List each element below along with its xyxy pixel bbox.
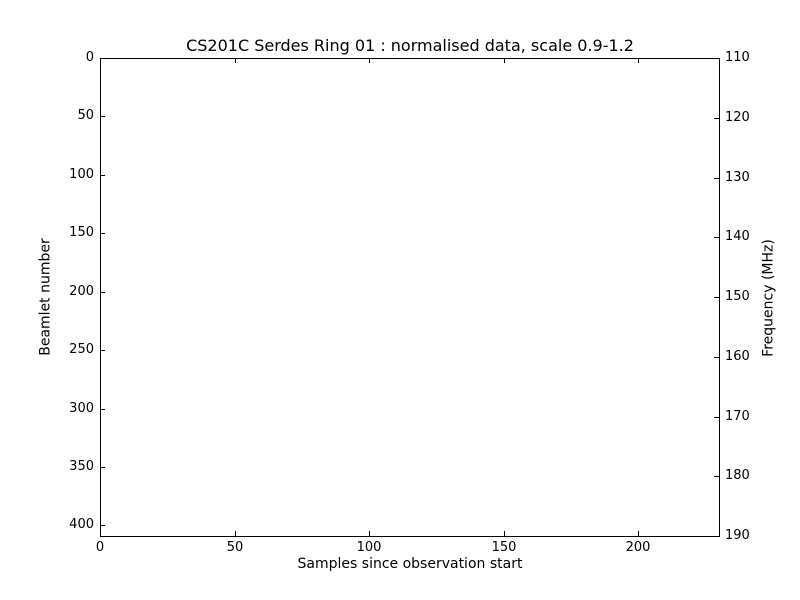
x-tick-mark-top — [100, 58, 101, 63]
left-y-tick-label: 0 — [85, 50, 94, 65]
x-tick-mark-bottom — [638, 531, 639, 536]
left-y-tick-mark — [100, 525, 105, 526]
chart-title: CS201C Serdes Ring 01 : normalised data,… — [186, 36, 634, 55]
x-tick-label: 0 — [95, 540, 105, 555]
left-y-tick-label: 150 — [69, 225, 94, 240]
right-y-tick-mark — [714, 58, 719, 59]
left-y-tick-mark — [100, 409, 105, 410]
right-y-tick-label: 180 — [725, 468, 750, 483]
right-y-tick-label: 170 — [725, 409, 750, 424]
x-axis-label: Samples since observation start — [297, 556, 523, 572]
left-y-tick-mark — [100, 58, 105, 59]
right-y-tick-mark — [714, 178, 719, 179]
right-y-tick-mark — [714, 237, 719, 238]
x-tick-label: 100 — [356, 540, 382, 555]
left-y-tick-label: 300 — [69, 401, 94, 416]
right-y-tick-label: 190 — [725, 528, 750, 543]
right-y-tick-mark — [714, 357, 719, 358]
x-tick-mark-bottom — [504, 531, 505, 536]
left-y-tick-mark — [100, 467, 105, 468]
left-y-tick-label: 200 — [69, 284, 94, 299]
x-tick-mark-top — [369, 58, 370, 63]
x-tick-label: 50 — [226, 540, 244, 555]
right-y-tick-label: 140 — [725, 229, 750, 244]
left-y-tick-mark — [100, 116, 105, 117]
x-tick-mark-top — [504, 58, 505, 63]
right-y-tick-mark — [714, 476, 719, 477]
right-y-tick-label: 130 — [725, 170, 750, 185]
left-y-tick-label: 100 — [69, 167, 94, 182]
x-tick-mark-bottom — [235, 531, 236, 536]
right-y-tick-mark — [714, 118, 719, 119]
left-y-tick-label: 350 — [69, 459, 94, 474]
left-y-tick-label: 250 — [69, 342, 94, 357]
left-y-tick-mark — [100, 175, 105, 176]
x-tick-mark-bottom — [369, 531, 370, 536]
right-y-tick-label: 160 — [725, 349, 750, 364]
left-y-tick-mark — [100, 233, 105, 234]
right-y-tick-label: 150 — [725, 289, 750, 304]
right-y-tick-label: 120 — [725, 110, 750, 125]
x-tick-mark-top — [235, 58, 236, 63]
x-tick-mark-bottom — [100, 531, 101, 536]
right-y-tick-label: 110 — [725, 50, 750, 65]
plot-area — [100, 58, 720, 537]
x-tick-label: 200 — [625, 540, 651, 555]
left-y-tick-label: 400 — [69, 517, 94, 532]
right-y-tick-mark — [714, 417, 719, 418]
left-y-tick-mark — [100, 292, 105, 293]
left-y-tick-mark — [100, 350, 105, 351]
left-y-tick-label: 50 — [77, 108, 94, 123]
x-tick-mark-top — [638, 58, 639, 63]
right-y-tick-mark — [714, 297, 719, 298]
x-tick-label: 150 — [491, 540, 517, 555]
right-y-tick-mark — [714, 536, 719, 537]
